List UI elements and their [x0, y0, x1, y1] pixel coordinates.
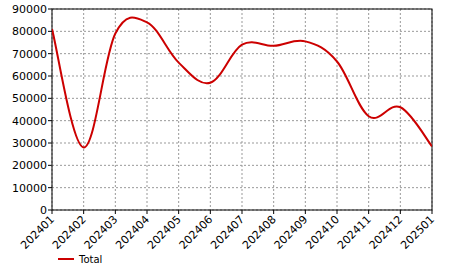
- grid-line-x: [210, 9, 211, 210]
- x-tick-label: 202409: [272, 213, 311, 252]
- x-tick-label: 202501: [398, 213, 437, 252]
- grid-line-x: [147, 9, 148, 210]
- x-tick-label: 202404: [113, 213, 152, 252]
- y-tick: [48, 165, 52, 166]
- x-tick: [242, 210, 243, 214]
- y-tick: [48, 76, 52, 77]
- x-tick: [147, 210, 148, 214]
- y-tick-label: 70000: [12, 48, 47, 61]
- y-tick: [48, 31, 52, 32]
- x-tick: [368, 210, 369, 214]
- y-tick-label: 40000: [12, 115, 47, 128]
- grid-line-y: [52, 76, 432, 77]
- grid-line-x: [115, 9, 116, 210]
- x-tick: [400, 210, 401, 214]
- x-tick-label: 202405: [145, 213, 184, 252]
- series-group: [52, 17, 432, 147]
- grid-line-x: [178, 9, 179, 210]
- x-tick: [52, 210, 53, 214]
- legend-label: Total: [78, 254, 102, 265]
- x-tick-label: 202403: [82, 213, 121, 252]
- x-tick: [273, 210, 274, 214]
- grid-line-x: [337, 9, 338, 210]
- x-tick-label: 202411: [335, 213, 374, 252]
- x-tick-label: 202410: [303, 213, 342, 252]
- y-tick: [48, 9, 52, 10]
- grid-line-x: [83, 9, 84, 210]
- grid-line-x: [273, 9, 274, 210]
- x-tick-label: 202412: [367, 213, 406, 252]
- x-tick-label: 202408: [240, 213, 279, 252]
- plot-frame: [52, 9, 432, 210]
- y-tick: [48, 143, 52, 144]
- y-tick-label: 50000: [12, 92, 47, 105]
- grid-line-x: [242, 9, 243, 210]
- y-tick-label: 60000: [12, 70, 47, 83]
- x-tick-label: 202402: [50, 213, 89, 252]
- grid-line-x: [368, 9, 369, 210]
- y-tick: [48, 98, 52, 99]
- x-tick-label: 202407: [208, 213, 247, 252]
- grid-line-x: [305, 9, 306, 210]
- x-tick: [115, 210, 116, 214]
- x-tick: [210, 210, 211, 214]
- x-tick: [305, 210, 306, 214]
- y-tick: [48, 53, 52, 54]
- x-tick-label: 202406: [177, 213, 216, 252]
- y-tick-label: 10000: [12, 182, 47, 195]
- grid-line-y: [52, 187, 432, 188]
- y-tick-label: 80000: [12, 25, 47, 38]
- x-tick: [83, 210, 84, 214]
- x-tick-label: 202401: [18, 213, 57, 252]
- chart-root: 0100002000030000400005000060000700008000…: [0, 0, 466, 272]
- grid-line-x: [400, 9, 401, 210]
- y-tick: [48, 187, 52, 188]
- y-tick-label: 90000: [12, 3, 47, 16]
- x-tick: [337, 210, 338, 214]
- chart: 0100002000030000400005000060000700008000…: [0, 0, 466, 272]
- x-tick: [432, 210, 433, 214]
- y-tick: [48, 210, 52, 211]
- y-tick: [48, 120, 52, 121]
- x-tick: [178, 210, 179, 214]
- series-line: [52, 17, 432, 147]
- y-tick-label: 30000: [12, 137, 47, 150]
- y-tick-label: 20000: [12, 159, 47, 172]
- legend-swatch: [58, 258, 74, 260]
